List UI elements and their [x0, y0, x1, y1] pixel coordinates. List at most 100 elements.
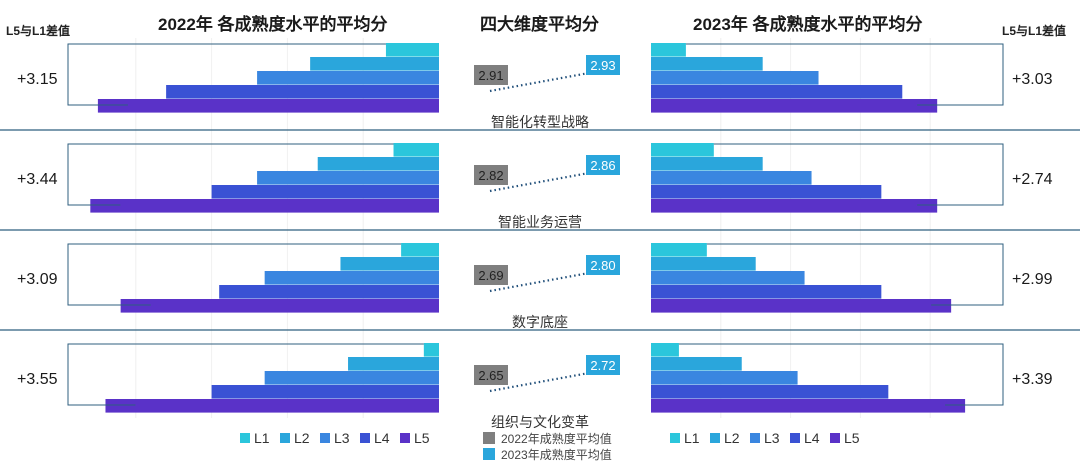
bar-2022-L2: [317, 157, 439, 171]
avg-trend-line: [489, 269, 601, 293]
bracket-2023: [685, 43, 1004, 106]
legend-2022-label-L3: L3: [334, 430, 350, 446]
bar-2023-L5: [651, 399, 966, 413]
bar-2022-L5: [105, 399, 439, 413]
bar-2022-L3: [264, 371, 439, 385]
bar-2023-L5: [651, 299, 952, 313]
avg-2022-badge: [474, 65, 508, 85]
bar-2023-L1: [651, 43, 686, 57]
bracket-2023: [713, 143, 1004, 206]
legend-swatch-2023: [483, 448, 495, 460]
bar-2022-L2: [348, 357, 439, 371]
diff-2022: +3.15: [17, 71, 58, 88]
right-title: 2023年 各成熟度水平的平均分: [693, 15, 923, 34]
diff-2023: +3.39: [1012, 371, 1053, 388]
legend-2022-label-L5: L5: [414, 430, 430, 446]
avg-2023-badge: [586, 255, 620, 275]
bar-2023-L2: [651, 57, 763, 71]
avg-2023-value: 2.80: [590, 258, 615, 273]
bar-2023-L5: [651, 199, 938, 213]
bar-2023-L3: [651, 171, 812, 185]
diff-2023: +2.74: [1012, 171, 1053, 188]
bar-2023-L3: [651, 371, 798, 385]
avg-2022-value: 2.69: [478, 268, 503, 283]
diff-2022: +3.55: [17, 371, 58, 388]
legend-label-2023: 2023年成熟度平均值: [501, 448, 612, 462]
bar-2023-L3: [651, 71, 819, 85]
bar-2022-L4: [211, 385, 439, 399]
bracket-2022: [67, 343, 424, 406]
center-title: 四大维度平均分: [480, 15, 599, 34]
legend-avg-2023: 2023年成熟度平均值: [483, 446, 612, 463]
legend-2022-swatch-L4: [360, 433, 370, 443]
legend-2022-swatch-L5: [400, 433, 410, 443]
avg-trend-line: [489, 369, 601, 393]
bar-2023-L2: [651, 357, 742, 371]
diff-2023: +3.03: [1012, 71, 1053, 88]
bar-2023-L3: [651, 271, 805, 285]
bar-2023-L4: [651, 385, 889, 399]
bar-2022-L3: [257, 171, 439, 185]
bracket-2022: [67, 43, 386, 106]
legend-avg-2022: 2022年成熟度平均值: [483, 430, 612, 447]
legend-2023-label-L4: L4: [804, 430, 820, 446]
bar-2022-L1: [401, 243, 439, 257]
bar-2022-L1: [385, 43, 439, 57]
legend-2022-swatch-L2: [280, 433, 290, 443]
legend-2023-label-L5: L5: [844, 430, 860, 446]
bar-2022-L2: [310, 57, 439, 71]
avg-2022-badge: [474, 365, 508, 385]
avg-2023-value: 2.93: [590, 58, 615, 73]
legend-2022-label-L2: L2: [294, 430, 310, 446]
dimension-name: 组织与文化变革: [491, 414, 589, 430]
bracket-2022: [67, 143, 394, 206]
avg-2022-badge: [474, 165, 508, 185]
legend-2022-swatch-L1: [240, 433, 250, 443]
legend-label-2022: 2022年成熟度平均值: [501, 432, 612, 446]
dimension-name: 智能化转型战略: [491, 114, 589, 130]
bar-2023-L1: [651, 243, 707, 257]
dimension-name: 数字底座: [512, 314, 568, 330]
diff-2022: +3.44: [17, 171, 58, 188]
bar-2022-L5: [97, 99, 440, 113]
avg-2023-badge: [586, 155, 620, 175]
avg-2023-badge: [586, 355, 620, 375]
bar-2022-L4: [219, 285, 439, 299]
legend-swatch-2022: [483, 432, 495, 444]
avg-2022-value: 2.82: [478, 168, 503, 183]
bar-2022-L2: [340, 257, 439, 271]
legend-2022-label-L1: L1: [254, 430, 270, 446]
legend-2023-swatch-L1: [670, 433, 680, 443]
bar-2023-L4: [651, 185, 882, 199]
right-side-label: L5与L1差值: [1002, 24, 1067, 38]
bracket-2022: [67, 243, 402, 306]
left-side-label: L5与L1差值: [6, 24, 71, 38]
legend-2023-swatch-L4: [790, 433, 800, 443]
bracket-2023: [678, 343, 1004, 406]
bar-2023-L5: [651, 99, 938, 113]
bar-2022-L1: [393, 143, 439, 157]
legend-2023-swatch-L3: [750, 433, 760, 443]
bar-2022-L4: [166, 85, 439, 99]
bar-2023-L1: [651, 343, 679, 357]
bar-2022-L3: [257, 71, 439, 85]
bar-2023-L1: [651, 143, 714, 157]
avg-2022-value: 2.65: [478, 368, 503, 383]
avg-2023-value: 2.72: [590, 358, 615, 373]
bar-2022-L4: [211, 185, 439, 199]
legend-2022-label-L4: L4: [374, 430, 390, 446]
bar-2022-L5: [90, 199, 439, 213]
bar-2022-L3: [264, 271, 439, 285]
bar-2022-L1: [423, 343, 439, 357]
legend-2023-label-L3: L3: [764, 430, 780, 446]
left-title: 2022年 各成熟度水平的平均分: [158, 15, 388, 34]
diff-2023: +2.99: [1012, 271, 1053, 288]
legend-2023-swatch-L5: [830, 433, 840, 443]
legend-2023-swatch-L2: [710, 433, 720, 443]
dimension-name: 智能业务运营: [498, 214, 582, 230]
bar-2023-L2: [651, 157, 763, 171]
bar-2022-L5: [120, 299, 439, 313]
avg-trend-line: [489, 69, 601, 93]
